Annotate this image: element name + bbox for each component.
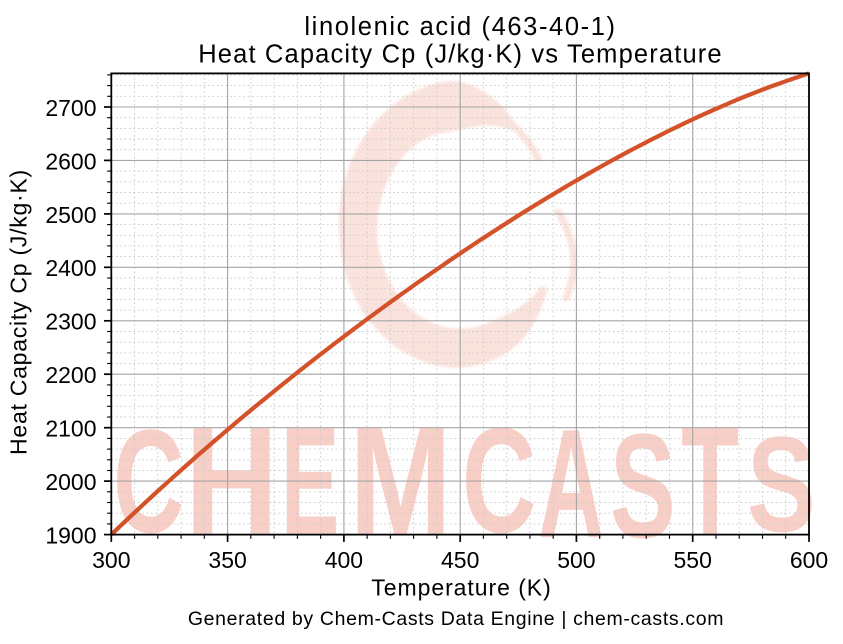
- svg-text:550: 550: [674, 547, 712, 573]
- svg-text:Heat Capacity Cp (J/kg·K): Heat Capacity Cp (J/kg·K): [6, 169, 32, 455]
- svg-text:Temperature (K): Temperature (K): [371, 575, 551, 601]
- svg-text:S: S: [610, 403, 676, 569]
- svg-text:350: 350: [208, 547, 246, 573]
- svg-text:450: 450: [441, 547, 479, 573]
- svg-text:1900: 1900: [45, 523, 96, 549]
- svg-text:linolenic acid (463-40-1): linolenic acid (463-40-1): [304, 13, 616, 41]
- svg-text:2200: 2200: [45, 362, 96, 388]
- svg-text:600: 600: [790, 547, 828, 573]
- svg-text:Generated by Chem-Casts Data E: Generated by Chem-Casts Data Engine | ch…: [188, 608, 724, 630]
- svg-text:C: C: [113, 400, 184, 564]
- svg-text:2400: 2400: [45, 255, 96, 281]
- svg-text:500: 500: [557, 547, 595, 573]
- svg-text:2600: 2600: [45, 148, 96, 174]
- svg-text:Heat Capacity Cp (J/kg·K) vs T: Heat Capacity Cp (J/kg·K) vs Temperature: [198, 41, 723, 69]
- svg-text:400: 400: [325, 547, 363, 573]
- svg-text:2700: 2700: [45, 95, 96, 121]
- svg-text:A: A: [538, 397, 604, 570]
- svg-text:2000: 2000: [45, 469, 96, 495]
- svg-text:2100: 2100: [45, 416, 96, 442]
- svg-text:C: C: [462, 396, 536, 564]
- svg-text:2300: 2300: [45, 309, 96, 335]
- svg-text:300: 300: [92, 547, 130, 573]
- svg-text:2500: 2500: [45, 202, 96, 228]
- svg-text:S: S: [747, 408, 816, 560]
